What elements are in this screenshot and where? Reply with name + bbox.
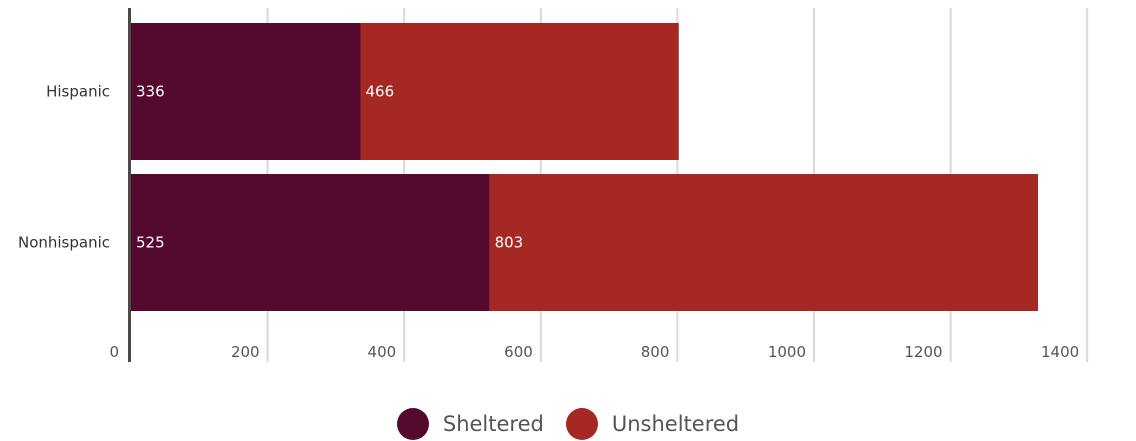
legend-label-sheltered: Sheltered: [442, 412, 544, 436]
labels: 0 200 400 600 800 1000 1200 1400 336 466 Hispanic 5…: [18, 83, 1079, 362]
x-tick-label: 400: [368, 343, 397, 361]
x-tick-label: 200: [231, 343, 260, 361]
bar-nonhispanic-unsheltered[interactable]: [489, 174, 1039, 311]
x-tick-label: 1200: [904, 343, 942, 361]
bars: [131, 23, 1039, 311]
data-label: 525: [136, 234, 165, 252]
legend-item-unsheltered[interactable]: Unsheltered: [565, 408, 740, 440]
legend-swatch-unsheltered: [565, 408, 598, 440]
data-label: 466: [365, 83, 394, 101]
x-tick-label: 1000: [768, 343, 806, 361]
x-tick-label: 800: [641, 343, 670, 361]
x-tick-label: 600: [504, 343, 533, 361]
category-label-nonhispanic: Nonhispanic: [18, 234, 110, 252]
legend-swatch-sheltered: [396, 408, 429, 440]
data-label: 803: [495, 234, 524, 252]
legend-item-sheltered[interactable]: Sheltered: [396, 408, 544, 440]
bar-hispanic-unsheltered[interactable]: [360, 23, 679, 160]
data-label: 336: [136, 83, 165, 101]
legend: Sheltered Unsheltered: [0, 408, 1136, 440]
bar-hispanic-sheltered[interactable]: [131, 23, 361, 160]
bar-nonhispanic-sheltered[interactable]: [131, 174, 490, 311]
x-tick-label: 1400: [1041, 343, 1079, 361]
category-label-hispanic: Hispanic: [46, 83, 110, 101]
legend-label-unsheltered: Unsheltered: [611, 412, 740, 436]
x-tick-label: 0: [109, 343, 119, 361]
